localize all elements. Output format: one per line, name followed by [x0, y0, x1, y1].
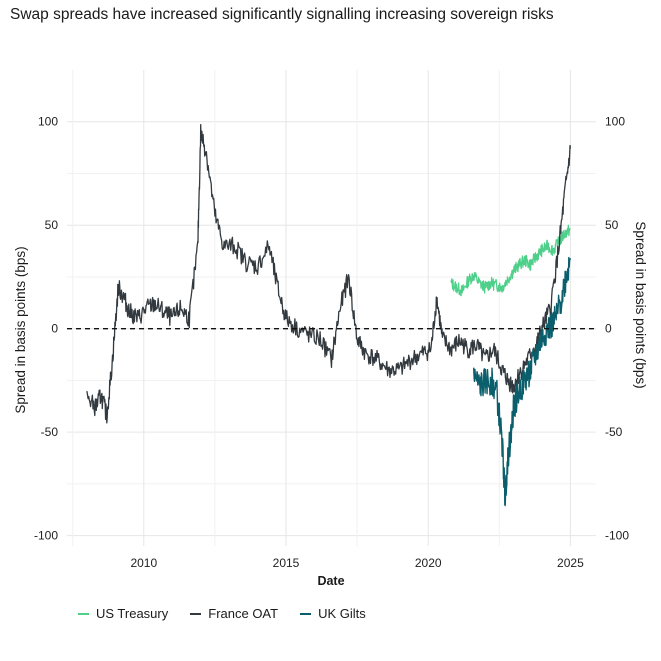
legend-item-france-oat: France OAT [190, 606, 278, 621]
x-axis-title: Date [317, 574, 344, 588]
series-line-us-treasury [450, 224, 571, 297]
legend-label-uk-gilts: UK Gilts [318, 606, 366, 621]
legend-item-us-treasury: US Treasury [78, 606, 168, 621]
x-tick-2010: 2010 [130, 556, 157, 570]
y-tick-right--50: -50 [605, 425, 623, 439]
legend-key-france-oat [190, 612, 202, 615]
series-line-france-oat [86, 124, 572, 424]
x-tick-2025: 2025 [557, 556, 584, 570]
chart-title: Swap spreads have increased significantl… [10, 6, 554, 23]
series-layer [86, 124, 572, 507]
y-tick-right--100: -100 [605, 529, 629, 543]
y-tick-left-50: 50 [45, 218, 59, 232]
y-tick-left-100: 100 [38, 115, 58, 129]
y-axis-title-right: Spread in basis points (bps) [633, 221, 648, 388]
y-tick-left--50: -50 [41, 425, 59, 439]
y-tick-right-50: 50 [605, 218, 619, 232]
y-axis-title-left: Spread in basis points (bps) [13, 246, 28, 413]
tick-layer: -100 -100 -50 -50 0 0 50 50 100 100 2010 2015 2020 20… [34, 115, 629, 570]
y-tick-left-0: 0 [51, 322, 58, 336]
x-tick-2020: 2020 [415, 556, 442, 570]
legend-label-france-oat: France OAT [208, 606, 279, 621]
series-line-uk-gilts [473, 256, 572, 507]
y-tick-left--100: -100 [34, 529, 58, 543]
legend-item-uk-gilts: UK Gilts [300, 606, 366, 621]
x-tick-2015: 2015 [273, 556, 300, 570]
legend-key-uk-gilts [300, 612, 312, 615]
legend-label-us-treasury: US Treasury [96, 606, 169, 621]
y-tick-right-100: 100 [605, 115, 625, 129]
legend-key-us-treasury [78, 612, 89, 615]
y-tick-right-0: 0 [605, 322, 612, 336]
legend: US Treasury France OAT UK Gilts [78, 606, 366, 621]
